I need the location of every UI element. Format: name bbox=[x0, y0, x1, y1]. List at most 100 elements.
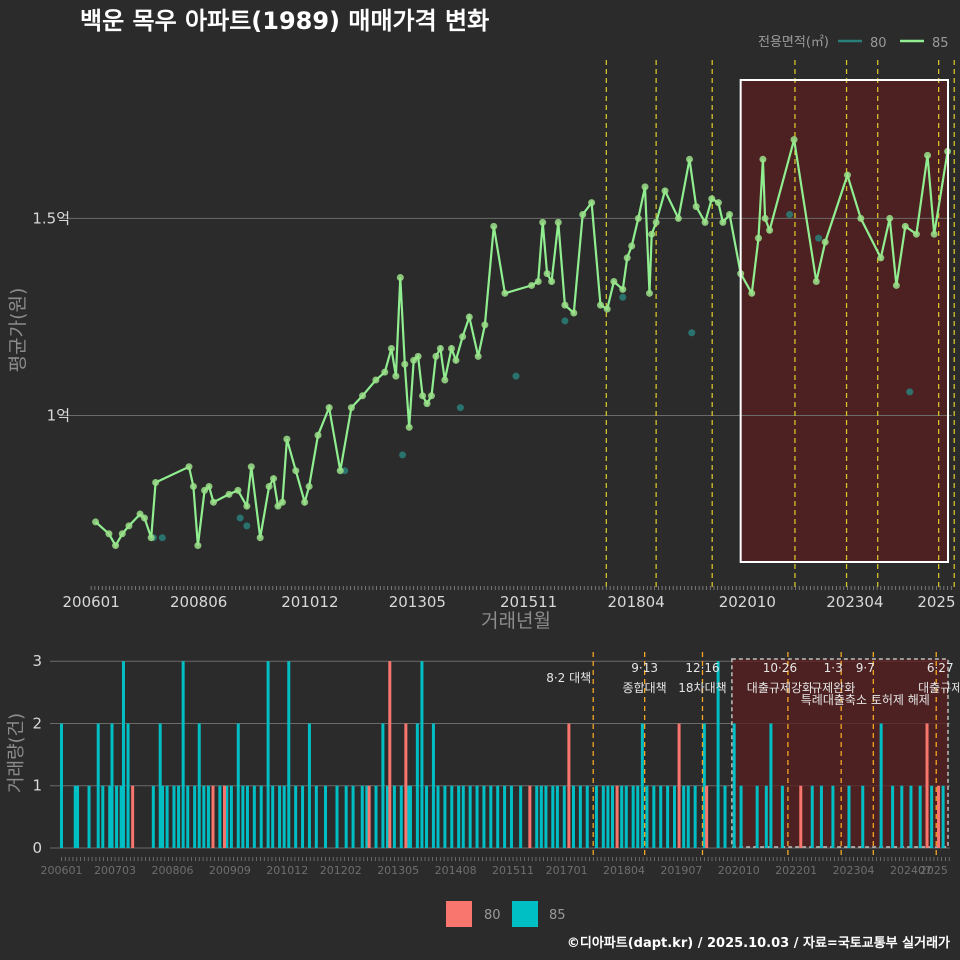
volume-bar-85 bbox=[278, 785, 282, 848]
volume-bar-85 bbox=[682, 785, 686, 848]
volume-bar-85 bbox=[431, 723, 435, 848]
volume-bar-85 bbox=[601, 785, 605, 848]
point-80 bbox=[456, 404, 464, 412]
point-85 bbox=[588, 199, 596, 207]
volume-bar-85 bbox=[666, 785, 670, 848]
volume-bar-80 bbox=[799, 785, 803, 848]
volume-bar-85 bbox=[266, 661, 270, 848]
point-85 bbox=[270, 475, 278, 483]
policy-name-6: 대출규제 bbox=[918, 681, 960, 695]
point-85 bbox=[392, 372, 400, 380]
policy-name-3: 대출규제강화 bbox=[747, 681, 813, 695]
volume-x-tick-label-15: 202407 bbox=[890, 864, 932, 877]
point-85 bbox=[603, 305, 611, 313]
x-tick-label-3: 201305 bbox=[389, 593, 446, 611]
point-85 bbox=[92, 518, 100, 526]
volume-bar-80 bbox=[925, 723, 929, 848]
point-85 bbox=[234, 486, 242, 494]
point-85 bbox=[790, 136, 798, 144]
volume-bar-85 bbox=[151, 785, 155, 848]
point-85 bbox=[396, 274, 404, 282]
volume-bar-85 bbox=[544, 785, 548, 848]
legend-swatch-80 bbox=[446, 901, 472, 927]
point-85 bbox=[877, 254, 885, 262]
top-panel-background bbox=[740, 80, 948, 562]
point-85 bbox=[719, 218, 727, 226]
volume-bar-85 bbox=[392, 785, 396, 848]
point-80 bbox=[786, 210, 794, 218]
point-85 bbox=[634, 214, 642, 222]
legend-bottom: 80 85 bbox=[446, 901, 566, 927]
volume-x-tick-label-1: 200703 bbox=[94, 864, 136, 877]
volume-bar-85 bbox=[287, 661, 291, 848]
volume-bar-85 bbox=[879, 723, 883, 848]
chart-title: 백운 목우 아파트(1989) 매매가격 변화 bbox=[80, 7, 489, 35]
point-85 bbox=[641, 183, 649, 191]
legend-bottom-label-85: 85 bbox=[549, 908, 566, 923]
point-85 bbox=[387, 345, 395, 353]
point-85 bbox=[423, 400, 431, 408]
volume-x-tick-label-5: 201202 bbox=[320, 864, 362, 877]
point-85 bbox=[441, 376, 449, 384]
volume-bar-85 bbox=[702, 723, 706, 848]
policy-label-0: 8·2 대책 bbox=[546, 670, 591, 685]
volume-bar-85 bbox=[225, 785, 229, 848]
legend-label-80: 80 bbox=[870, 36, 887, 51]
point-85 bbox=[436, 345, 444, 353]
volume-bar-85 bbox=[716, 661, 720, 848]
point-85 bbox=[857, 214, 865, 222]
point-85 bbox=[501, 289, 509, 297]
volume-bar-85 bbox=[259, 785, 263, 848]
volume-bar-85 bbox=[624, 785, 628, 848]
policy-date-6: 6·27 bbox=[927, 661, 954, 675]
bottom-x-axis: 200601 200703 200806 200909 201012 201202 2013… bbox=[40, 857, 950, 877]
volume-bar-85 bbox=[693, 785, 697, 848]
point-85 bbox=[692, 203, 700, 211]
x-tick-label-8: 2025 bbox=[917, 593, 955, 611]
top-x-axis: 200601 200806 201012 201305 201511 201804 2020… bbox=[62, 586, 956, 611]
volume-bar-85 bbox=[324, 785, 328, 848]
bottom-y-axis: 0 1 2 3 bbox=[32, 652, 42, 857]
point-85 bbox=[652, 218, 660, 226]
volume-bar-85 bbox=[408, 785, 412, 848]
policy-date-2: 12·16 bbox=[685, 661, 719, 675]
point-85 bbox=[754, 234, 762, 242]
volume-bar-85 bbox=[126, 723, 130, 848]
point-85 bbox=[481, 321, 489, 329]
point-85 bbox=[209, 498, 217, 506]
volume-bar-85 bbox=[365, 785, 369, 848]
volume-bar-85 bbox=[732, 723, 736, 848]
volume-bar-85 bbox=[930, 785, 934, 848]
volume-x-tick-label-3: 200909 bbox=[209, 864, 251, 877]
point-85 bbox=[886, 214, 894, 222]
volume-bar-85 bbox=[314, 785, 318, 848]
volume-bar-85 bbox=[659, 785, 663, 848]
volume-x-tick-label-8: 201511 bbox=[492, 864, 534, 877]
x-tick-label-6: 202010 bbox=[719, 593, 776, 611]
point-85 bbox=[325, 404, 333, 412]
point-85 bbox=[674, 214, 682, 222]
point-85 bbox=[432, 352, 440, 360]
legend-top: 전용면적(㎡) 80 85 bbox=[758, 35, 949, 51]
volume-x-tick-label-12: 202010 bbox=[718, 864, 760, 877]
volume-bar-85 bbox=[206, 785, 210, 848]
point-85 bbox=[930, 230, 938, 238]
point-85 bbox=[405, 423, 413, 431]
volume-bar-85 bbox=[468, 785, 472, 848]
policy-name-5: 특례대출축소 토허제 해제 bbox=[801, 693, 930, 707]
volume-bar-80 bbox=[211, 785, 215, 848]
point-85 bbox=[283, 435, 291, 443]
volume-bar-80 bbox=[131, 785, 135, 848]
point-85 bbox=[701, 218, 709, 226]
point-85 bbox=[528, 281, 536, 289]
top-policy-lines bbox=[605, 60, 955, 590]
volume-bar-85 bbox=[551, 785, 555, 848]
point-85 bbox=[305, 482, 313, 490]
x-axis-title: 거래년월 bbox=[481, 610, 551, 632]
point-85 bbox=[597, 301, 605, 309]
point-85 bbox=[759, 155, 767, 163]
point-80 bbox=[243, 522, 251, 530]
volume-bar-80 bbox=[528, 785, 532, 848]
top-highlight-box bbox=[739, 79, 949, 563]
point-85 bbox=[427, 392, 435, 400]
